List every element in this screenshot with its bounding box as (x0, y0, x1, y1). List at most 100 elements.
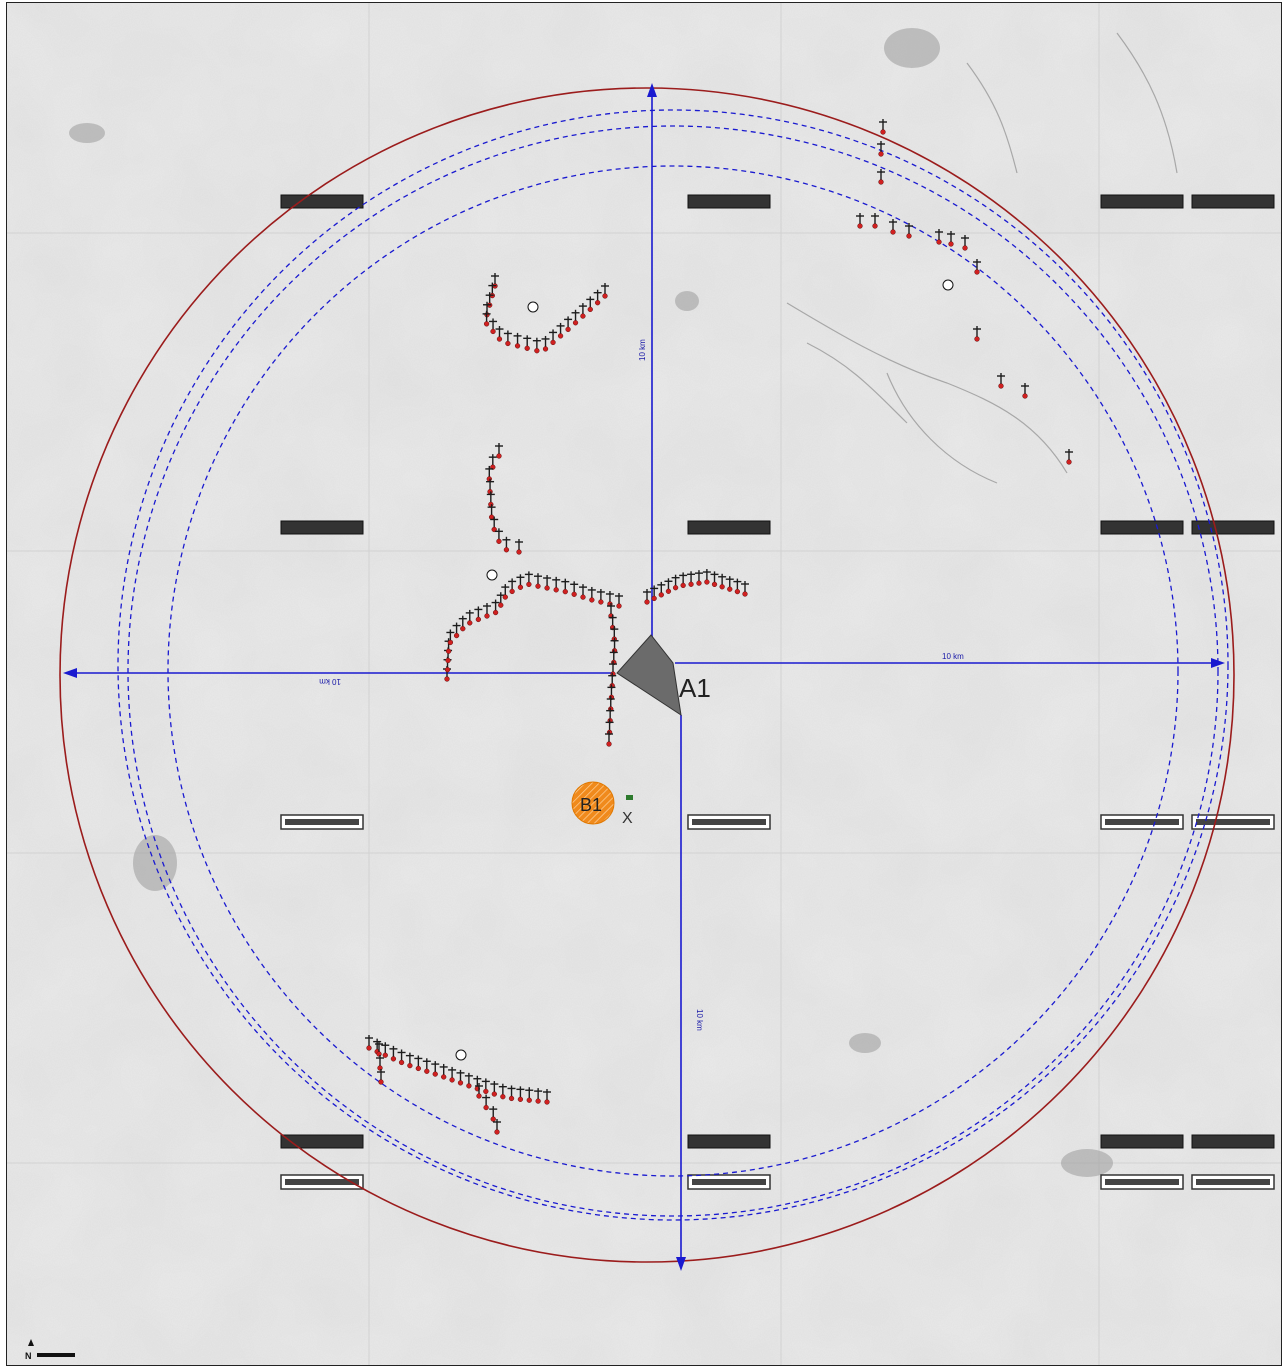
turbine-icon (502, 536, 511, 553)
turbine-icon (947, 231, 955, 247)
turbine-layer (365, 119, 1073, 1135)
turbine-icon (615, 593, 623, 609)
turbine-icon (485, 292, 494, 308)
turbine-icon (997, 373, 1005, 389)
turbine-icon (679, 572, 688, 589)
point-b1-label: B1 (580, 795, 602, 815)
turbine-icon (543, 1089, 551, 1105)
turbine-icon (534, 1088, 543, 1104)
turbine-icon (871, 213, 879, 229)
west-distance-label: 10 km (319, 677, 341, 686)
flag-icon (626, 795, 633, 800)
south-distance-label: 10 km (695, 1009, 704, 1031)
turbine-icon (524, 571, 533, 588)
turbine-icon (513, 332, 522, 349)
turbine-icon (431, 1061, 440, 1077)
turbine-icon (377, 1069, 385, 1085)
turbine-icon (495, 326, 504, 342)
turbine-icon (532, 337, 541, 354)
group-marker-icon (455, 1049, 467, 1061)
turbine-icon (702, 569, 711, 585)
dashed-radius-circles (117, 109, 1229, 1221)
turbine-icon (596, 588, 605, 605)
turbine-icon (571, 309, 580, 326)
turbine-icon (516, 1086, 525, 1102)
turbine-icon (422, 1058, 431, 1074)
turbine-icon (694, 570, 703, 586)
turbine-icon (481, 1078, 490, 1095)
turbine-icon (877, 141, 885, 157)
turbine-icon (671, 574, 680, 591)
x-marker: X (622, 810, 633, 827)
turbine-icon (741, 581, 749, 597)
turbine-icon (414, 1055, 423, 1072)
turbine-icon (523, 335, 532, 351)
turbine-icon (439, 1063, 448, 1080)
turbine-icon (601, 283, 609, 299)
turbine-icon (587, 586, 596, 603)
turbine-icon (607, 603, 615, 619)
turbine-icon (657, 581, 666, 598)
turbine-icon (549, 329, 558, 346)
turbine-icon (664, 578, 673, 594)
point-b1[interactable]: B1 X (571, 781, 633, 827)
redacted-labels (280, 194, 1275, 1149)
turbine-icon (733, 578, 742, 595)
turbine-icon (1021, 383, 1029, 399)
turbine-icon (1065, 449, 1073, 465)
turbine-icon (452, 622, 461, 639)
turbine-icon (879, 119, 887, 135)
turbine-icon (475, 1083, 483, 1099)
turbine-icon (643, 589, 651, 605)
turbine-icon (961, 235, 969, 251)
turbine-icon (389, 1045, 398, 1062)
map-canvas[interactable]: 10 km 10 km 10 km 10 km A1 B1 X N (7, 3, 1282, 1366)
turbine-icon (889, 219, 897, 235)
scale-bar (37, 1353, 75, 1357)
turbine-icon (525, 1087, 534, 1103)
turbine-icon (508, 578, 517, 595)
turbine-icon (543, 575, 552, 591)
turbine-icon (650, 585, 659, 602)
turbine-icon (495, 443, 503, 459)
arrowheads (63, 83, 1225, 1271)
turbine-icon (564, 316, 573, 333)
turbine-icon (501, 584, 510, 600)
turbine-icon (448, 1066, 457, 1083)
turbine-icon (465, 609, 474, 626)
turbine-icon (397, 1049, 406, 1066)
turbine-icon (856, 213, 864, 229)
turbine-icon (687, 571, 696, 587)
turbine-icon (718, 573, 727, 590)
group-marker-icon (942, 279, 954, 291)
turbine-icon (507, 1085, 516, 1102)
turbine-icon (458, 615, 467, 632)
turbine-icon (381, 1042, 390, 1058)
turbine-icon (935, 229, 943, 245)
turbine-icon (482, 1094, 491, 1111)
site-a1[interactable]: A1 (616, 634, 711, 717)
turbine-icon (487, 504, 496, 520)
turbine-icon (541, 335, 550, 352)
turbine-icon (490, 516, 499, 533)
north-distance-label: 10 km (638, 339, 647, 361)
turbine-icon (490, 1081, 499, 1097)
turbine-icon (376, 1055, 384, 1071)
turbine-icon (561, 578, 570, 595)
turbine-icon (570, 581, 579, 597)
turbine-icon (365, 1035, 373, 1051)
turbine-icon (877, 169, 885, 185)
turbine-icon (905, 223, 913, 239)
turbine-icon (725, 576, 734, 592)
turbine-icon (464, 1072, 473, 1089)
turbine-icon (552, 576, 561, 593)
turbine-icon (593, 289, 602, 306)
turbine-icon (973, 259, 981, 275)
turbine-icon (446, 629, 455, 646)
turbine-icon (503, 330, 512, 347)
group-marker-icon (486, 569, 498, 581)
turbine-icon (474, 606, 483, 623)
group-markers (455, 279, 954, 1061)
turbine-icon (516, 574, 525, 590)
turbine-icon (493, 1119, 501, 1135)
